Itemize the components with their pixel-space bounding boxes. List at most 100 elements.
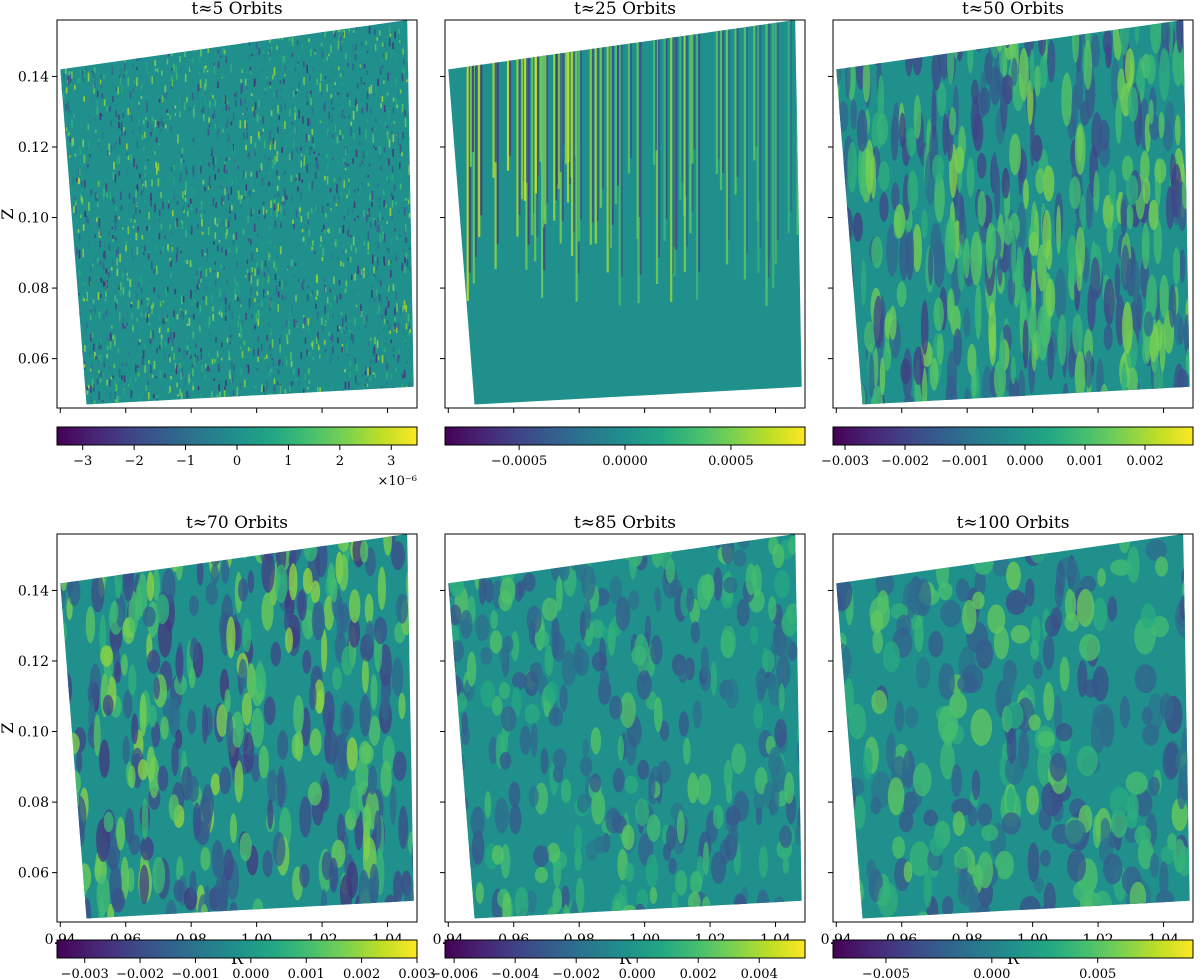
field-cell <box>148 211 150 220</box>
field-blob <box>1054 268 1067 321</box>
field-cell <box>389 207 392 216</box>
field-cell <box>93 21 95 26</box>
field-cell <box>192 165 195 173</box>
field-cell <box>146 226 148 231</box>
field-cell <box>292 138 295 148</box>
field-cell <box>96 30 98 38</box>
field-cell <box>73 114 75 118</box>
field-cell <box>380 36 382 40</box>
field-cell <box>379 67 382 76</box>
field-cell <box>309 93 312 103</box>
field-cell <box>199 34 202 43</box>
field-cell <box>78 30 80 37</box>
field-cell <box>337 36 340 40</box>
field-cell <box>350 121 353 126</box>
field-blob <box>696 773 712 805</box>
field-cell <box>250 93 253 96</box>
field-cell <box>229 374 231 379</box>
field-cell <box>365 129 367 139</box>
field-cell <box>190 225 193 235</box>
field-cell <box>90 192 92 196</box>
field-cell <box>232 234 235 240</box>
field-blob <box>408 559 414 586</box>
field-blob <box>850 20 857 38</box>
field-cell <box>186 335 188 340</box>
field-cell <box>98 139 100 142</box>
field-cell <box>173 332 175 339</box>
field-cell <box>226 116 229 125</box>
field-cell <box>188 67 191 72</box>
field-blob <box>1144 113 1151 153</box>
field-cell <box>162 312 164 320</box>
field-cell <box>402 374 404 379</box>
field-cell <box>79 270 81 276</box>
field-cell <box>339 178 341 181</box>
field-blob <box>850 99 857 130</box>
field-blob <box>1114 263 1121 301</box>
field-cell <box>71 71 73 79</box>
field-blob <box>540 747 549 775</box>
field-cell <box>293 28 296 38</box>
field-cell <box>148 360 150 364</box>
field-stripe <box>544 20 547 225</box>
field-blob <box>1103 324 1113 351</box>
field-blob <box>1134 664 1157 694</box>
field-blob <box>514 886 529 919</box>
field-cell <box>114 143 116 149</box>
field-cell <box>245 141 247 149</box>
heatmap-field <box>60 534 414 919</box>
field-blob <box>1145 539 1167 562</box>
field-cell <box>69 258 72 263</box>
field-blob <box>774 718 787 748</box>
field-cell <box>132 386 134 391</box>
field-cell <box>265 316 268 322</box>
field-cell <box>380 305 383 309</box>
field-cell <box>187 167 189 173</box>
field-cell <box>97 202 99 208</box>
field-blob <box>1076 745 1098 776</box>
field-blob <box>946 36 955 85</box>
field-blob <box>611 534 628 552</box>
field-cell <box>381 199 384 202</box>
field-blob <box>1038 806 1052 831</box>
field-cell <box>292 219 294 224</box>
field-cell <box>408 382 411 390</box>
field-cell <box>75 177 78 183</box>
field-cell <box>156 121 159 125</box>
field-cell <box>110 46 112 53</box>
field-cell <box>365 40 367 46</box>
field-blob <box>122 735 130 765</box>
field-blob <box>1040 849 1051 867</box>
field-cell <box>76 383 78 386</box>
field-blob <box>539 536 552 569</box>
field-cell <box>269 304 271 312</box>
field-blob <box>903 394 915 405</box>
field-cell <box>186 345 189 350</box>
field-cell <box>197 284 199 290</box>
field-cell <box>255 241 257 245</box>
field-cell <box>411 211 413 220</box>
colorbar-tick-label: 0.003 <box>398 967 435 979</box>
field-cell <box>268 401 271 405</box>
field-cell <box>78 293 80 296</box>
field-cell <box>200 69 203 74</box>
field-cell <box>378 157 380 161</box>
field-cell <box>310 388 312 396</box>
field-cell <box>250 171 253 178</box>
field-cell <box>376 307 378 316</box>
field-cell <box>132 325 134 334</box>
field-cell <box>75 350 77 357</box>
field-blob <box>124 808 135 845</box>
field-cell <box>261 277 264 287</box>
field-cell <box>380 225 383 230</box>
field-cell <box>391 255 393 260</box>
field-blob <box>702 841 710 876</box>
field-blob <box>1023 178 1029 210</box>
field-cell <box>316 148 319 153</box>
field-cell <box>190 201 192 210</box>
field-cell <box>344 287 347 293</box>
field-blob <box>131 713 139 745</box>
field-cell <box>169 357 171 363</box>
field-cell <box>192 137 195 143</box>
field-blob <box>1110 559 1132 576</box>
